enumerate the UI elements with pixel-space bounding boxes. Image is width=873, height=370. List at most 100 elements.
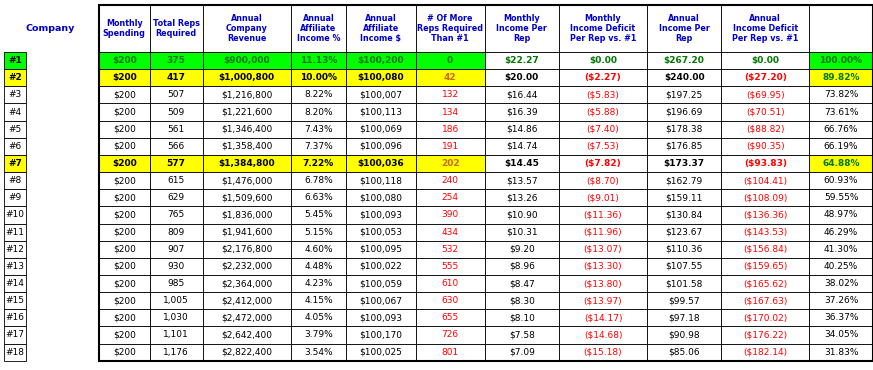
Text: $100,093: $100,093 — [360, 211, 402, 219]
Text: $97.18: $97.18 — [669, 313, 700, 322]
Bar — [416, 189, 485, 206]
Bar — [559, 5, 647, 52]
Bar — [416, 52, 485, 69]
Text: $8.30: $8.30 — [509, 296, 535, 305]
Bar — [149, 258, 203, 275]
Text: ($5.88): ($5.88) — [587, 108, 620, 117]
Bar — [559, 258, 647, 275]
Bar — [203, 172, 291, 189]
Bar — [485, 292, 559, 309]
Text: $100,007: $100,007 — [360, 90, 402, 100]
Bar — [721, 189, 809, 206]
Text: 5.45%: 5.45% — [304, 211, 333, 219]
Text: 64.88%: 64.88% — [822, 159, 860, 168]
Text: ($156.84): ($156.84) — [743, 245, 787, 254]
Bar — [485, 275, 559, 292]
Bar — [485, 309, 559, 326]
Bar — [347, 104, 416, 121]
Bar — [291, 69, 347, 86]
Bar — [647, 292, 721, 309]
Bar — [99, 86, 149, 104]
Bar — [99, 104, 149, 121]
Text: ($104.41): ($104.41) — [743, 176, 787, 185]
Bar — [721, 206, 809, 223]
Text: $100,022: $100,022 — [360, 262, 402, 271]
Text: ($15.18): ($15.18) — [584, 348, 622, 357]
Bar — [809, 309, 873, 326]
Text: $1,358,400: $1,358,400 — [221, 142, 272, 151]
Bar — [291, 206, 347, 223]
Text: 615: 615 — [168, 176, 185, 185]
Bar — [99, 189, 149, 206]
Bar — [809, 69, 873, 86]
Bar — [721, 5, 809, 52]
Text: $8.96: $8.96 — [509, 262, 535, 271]
Bar — [203, 155, 291, 172]
Bar — [485, 326, 559, 344]
Text: 202: 202 — [441, 159, 459, 168]
Bar — [347, 172, 416, 189]
Bar — [203, 69, 291, 86]
Bar — [291, 189, 347, 206]
Text: 561: 561 — [168, 125, 185, 134]
Bar — [647, 155, 721, 172]
Text: 610: 610 — [442, 279, 458, 288]
Bar — [416, 138, 485, 155]
Text: Annual
Affiliate
Income %: Annual Affiliate Income % — [297, 14, 340, 43]
Bar — [4, 292, 26, 309]
Bar — [99, 138, 149, 155]
Bar — [4, 275, 26, 292]
Bar — [149, 121, 203, 138]
Text: 60.93%: 60.93% — [824, 176, 858, 185]
Bar — [809, 206, 873, 223]
Text: $200: $200 — [113, 348, 135, 357]
Text: #4: #4 — [9, 108, 22, 117]
Bar — [149, 104, 203, 121]
Bar — [4, 344, 26, 361]
Text: 4.15%: 4.15% — [304, 296, 333, 305]
Bar — [721, 121, 809, 138]
Text: 59.55%: 59.55% — [824, 193, 858, 202]
Text: 4.23%: 4.23% — [304, 279, 333, 288]
Bar — [485, 258, 559, 275]
Bar — [149, 275, 203, 292]
Text: $99.57: $99.57 — [669, 296, 700, 305]
Bar — [647, 240, 721, 258]
Text: 46.29%: 46.29% — [824, 228, 858, 236]
Text: # Of More
Reps Required
Than #1: # Of More Reps Required Than #1 — [417, 14, 483, 43]
Text: $14.74: $14.74 — [506, 142, 538, 151]
Bar — [149, 5, 203, 52]
Text: ($167.63): ($167.63) — [743, 296, 787, 305]
Bar — [99, 344, 149, 361]
Bar — [809, 275, 873, 292]
Text: 7.37%: 7.37% — [304, 142, 333, 151]
Text: $110.36: $110.36 — [665, 245, 703, 254]
Text: $1,346,400: $1,346,400 — [221, 125, 272, 134]
Bar — [291, 223, 347, 240]
Text: $1,836,000: $1,836,000 — [221, 211, 272, 219]
Text: 34.05%: 34.05% — [824, 330, 858, 340]
Text: ($182.14): ($182.14) — [743, 348, 787, 357]
Text: 31.83%: 31.83% — [824, 348, 858, 357]
Bar — [291, 104, 347, 121]
Text: 4.05%: 4.05% — [304, 313, 333, 322]
Bar — [647, 275, 721, 292]
Bar — [559, 52, 647, 69]
Text: 38.02%: 38.02% — [824, 279, 858, 288]
Text: #15: #15 — [5, 296, 24, 305]
Bar — [203, 344, 291, 361]
Text: ($70.51): ($70.51) — [746, 108, 785, 117]
Bar — [347, 86, 416, 104]
Text: 809: 809 — [168, 228, 185, 236]
Text: 191: 191 — [442, 142, 458, 151]
Text: 509: 509 — [168, 108, 185, 117]
Bar — [809, 189, 873, 206]
Text: 48.97%: 48.97% — [824, 211, 858, 219]
Bar — [203, 309, 291, 326]
Text: ($159.65): ($159.65) — [743, 262, 787, 271]
Text: 629: 629 — [168, 193, 185, 202]
Text: #5: #5 — [9, 125, 22, 134]
Bar — [203, 189, 291, 206]
Text: $200: $200 — [112, 56, 137, 65]
Bar — [559, 292, 647, 309]
